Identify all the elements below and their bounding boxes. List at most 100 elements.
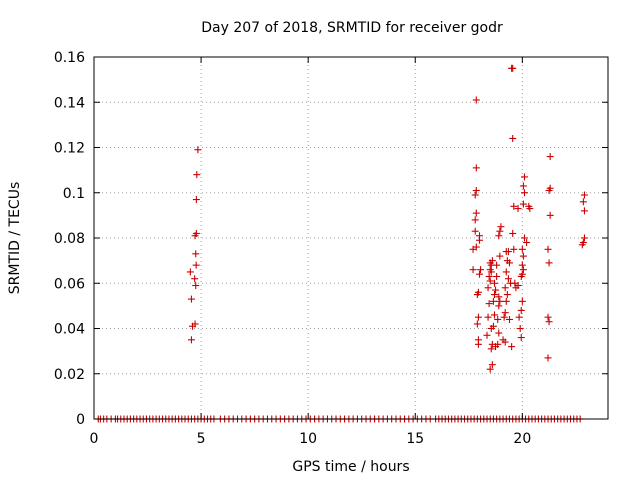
y-tick-label: 0.02 xyxy=(54,367,85,383)
data-point xyxy=(519,252,527,260)
data-point xyxy=(580,207,588,215)
data-point xyxy=(191,320,199,328)
data-point xyxy=(474,336,482,344)
x-tick-label: 10 xyxy=(299,431,317,447)
data-point xyxy=(544,354,552,362)
data-point xyxy=(474,288,482,296)
data-point xyxy=(545,259,553,267)
data-point xyxy=(502,268,510,276)
data-point xyxy=(545,318,553,326)
data-point xyxy=(504,248,512,256)
data-point xyxy=(519,266,527,274)
data-point xyxy=(490,291,498,299)
data-point xyxy=(471,191,479,199)
data-point xyxy=(526,205,534,213)
data-point xyxy=(490,279,498,287)
data-point xyxy=(516,325,524,332)
data-point xyxy=(505,259,513,267)
x-axis-ticks: 0 5 10 15 20 xyxy=(90,57,531,447)
data-point xyxy=(471,216,479,224)
data-point xyxy=(496,252,504,260)
data-point xyxy=(486,277,494,285)
data-point xyxy=(493,261,501,269)
data-point xyxy=(474,313,482,321)
data-point xyxy=(510,245,518,253)
data-point xyxy=(494,315,502,323)
data-point xyxy=(193,171,201,179)
data-point xyxy=(508,343,516,351)
data-point xyxy=(579,239,587,247)
data-point xyxy=(500,313,508,321)
data-point xyxy=(514,282,522,290)
y-tick-label: 0.16 xyxy=(54,50,85,66)
data-point xyxy=(486,266,494,274)
y-axis-label: SRMTID / TECUs xyxy=(7,182,23,295)
data-point xyxy=(580,191,588,199)
data-point xyxy=(186,268,194,276)
data-point xyxy=(579,198,587,206)
data-point xyxy=(546,184,554,192)
data-point xyxy=(192,250,200,258)
data-point xyxy=(546,153,554,161)
data-point xyxy=(469,266,477,274)
y-tick-label: 0.12 xyxy=(54,141,85,157)
data-point xyxy=(504,275,512,283)
data-point xyxy=(492,286,500,294)
x-tick-label: 15 xyxy=(406,431,424,447)
x-axis-label: GPS time / hours xyxy=(292,459,409,475)
data-point xyxy=(495,302,503,310)
data-point xyxy=(487,345,495,353)
data-point xyxy=(520,189,528,197)
data-point xyxy=(476,232,483,240)
data-point xyxy=(486,365,494,373)
data-point xyxy=(192,282,200,290)
data-point xyxy=(488,257,496,265)
data-point xyxy=(473,320,481,328)
y-tick-label: 0.08 xyxy=(54,231,85,247)
data-point xyxy=(517,334,525,342)
data-point xyxy=(509,134,517,142)
data-point xyxy=(520,234,528,242)
data-point xyxy=(485,300,493,308)
data-point xyxy=(490,311,498,319)
data-point xyxy=(544,245,552,253)
data-point xyxy=(192,196,200,204)
data-point xyxy=(495,329,503,337)
data-point xyxy=(505,315,513,323)
data-point xyxy=(510,202,518,210)
data-point xyxy=(523,239,531,247)
data-point xyxy=(194,146,202,154)
data-point xyxy=(518,270,526,278)
y-tick-label: 0.1 xyxy=(63,186,85,202)
data-point xyxy=(488,361,496,369)
data-point xyxy=(477,266,485,274)
data-point xyxy=(514,205,522,213)
data-point xyxy=(472,186,480,194)
data-point xyxy=(509,64,517,72)
x-tick-label: 0 xyxy=(90,431,99,447)
y-tick-label: 0.06 xyxy=(54,276,85,292)
x-tick-label: 5 xyxy=(197,431,206,447)
x-tick-label: 20 xyxy=(513,431,531,447)
data-point xyxy=(501,338,509,346)
data-point xyxy=(519,200,527,208)
chart-title: Day 207 of 2018, SRMTID for receiver god… xyxy=(201,20,503,36)
data-point xyxy=(192,229,200,237)
data-point xyxy=(485,272,493,280)
data-point xyxy=(546,211,554,219)
data-point xyxy=(544,313,552,321)
data-point xyxy=(191,275,199,283)
data-point xyxy=(472,243,480,251)
data-point xyxy=(494,340,502,348)
data-point xyxy=(518,261,526,269)
data-point xyxy=(497,223,505,231)
data-point xyxy=(489,297,497,305)
data-point xyxy=(187,336,195,344)
data-point xyxy=(472,96,480,104)
data-point xyxy=(476,270,483,278)
data-point xyxy=(515,313,523,321)
data-point xyxy=(520,173,528,181)
data-point xyxy=(580,234,588,242)
grid xyxy=(94,57,608,419)
